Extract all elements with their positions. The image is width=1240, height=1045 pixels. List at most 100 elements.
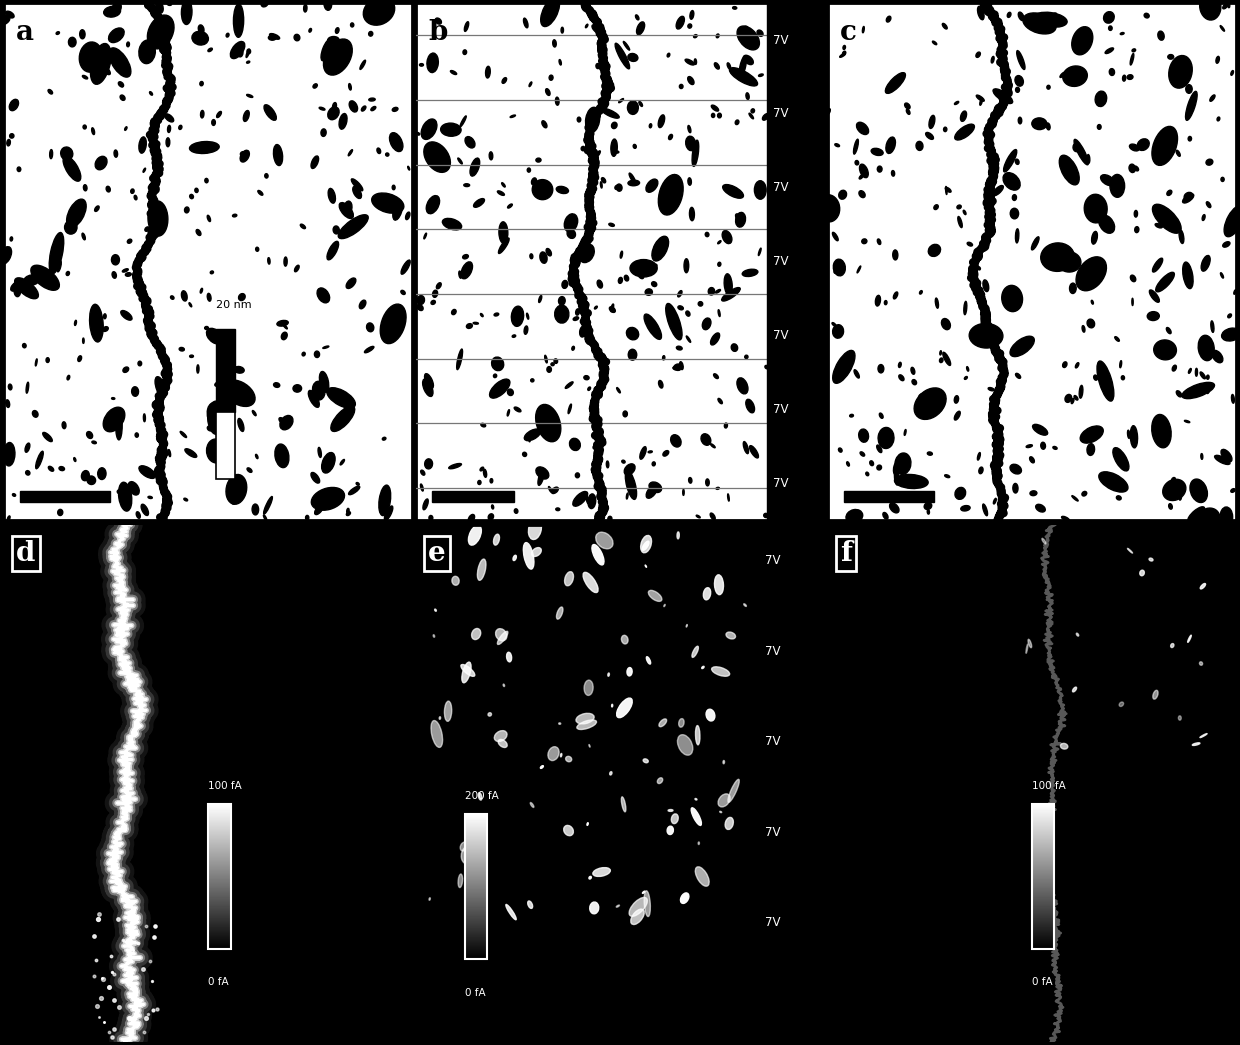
Point	[124, 1016, 144, 1032]
Ellipse shape	[658, 175, 683, 215]
Ellipse shape	[11, 281, 22, 292]
Ellipse shape	[622, 411, 627, 417]
Ellipse shape	[629, 349, 636, 361]
Ellipse shape	[480, 314, 484, 317]
Ellipse shape	[197, 365, 198, 373]
Ellipse shape	[1210, 321, 1214, 332]
Point	[99, 1023, 119, 1040]
Ellipse shape	[1071, 27, 1092, 54]
Ellipse shape	[1234, 289, 1236, 295]
Ellipse shape	[1135, 166, 1138, 171]
Ellipse shape	[588, 387, 590, 391]
Ellipse shape	[1224, 206, 1240, 237]
Ellipse shape	[608, 516, 611, 521]
Ellipse shape	[658, 115, 665, 127]
Point	[145, 929, 165, 946]
Ellipse shape	[258, 190, 263, 195]
Ellipse shape	[615, 150, 619, 154]
Ellipse shape	[957, 205, 961, 209]
Ellipse shape	[546, 249, 552, 256]
Ellipse shape	[1156, 224, 1162, 228]
Ellipse shape	[128, 482, 139, 495]
Ellipse shape	[1202, 214, 1205, 220]
Ellipse shape	[502, 77, 507, 84]
Ellipse shape	[944, 127, 947, 132]
Ellipse shape	[506, 905, 516, 920]
Ellipse shape	[1152, 258, 1163, 272]
Ellipse shape	[1104, 11, 1115, 23]
Ellipse shape	[558, 297, 565, 305]
Ellipse shape	[513, 555, 516, 560]
Ellipse shape	[61, 147, 73, 160]
Ellipse shape	[384, 506, 393, 520]
Ellipse shape	[1087, 444, 1095, 456]
Ellipse shape	[496, 629, 507, 641]
Ellipse shape	[329, 188, 336, 203]
Ellipse shape	[262, 0, 268, 7]
Ellipse shape	[432, 300, 435, 304]
Ellipse shape	[711, 333, 719, 345]
Ellipse shape	[887, 16, 890, 22]
Ellipse shape	[208, 401, 224, 435]
Ellipse shape	[759, 248, 761, 255]
Ellipse shape	[196, 230, 201, 235]
Ellipse shape	[63, 156, 81, 181]
Ellipse shape	[238, 418, 244, 432]
Ellipse shape	[1131, 425, 1137, 448]
Ellipse shape	[627, 101, 639, 114]
Ellipse shape	[477, 481, 481, 485]
Ellipse shape	[993, 498, 996, 504]
Ellipse shape	[839, 53, 844, 57]
Ellipse shape	[234, 44, 243, 56]
Ellipse shape	[1011, 464, 1022, 474]
Point	[146, 1001, 166, 1018]
Ellipse shape	[932, 41, 936, 45]
Text: 100 fA: 100 fA	[208, 781, 242, 791]
Ellipse shape	[970, 323, 1003, 348]
Ellipse shape	[503, 684, 505, 687]
Ellipse shape	[546, 89, 551, 95]
Ellipse shape	[25, 443, 30, 452]
Ellipse shape	[1090, 428, 1092, 434]
Ellipse shape	[564, 572, 573, 586]
Ellipse shape	[120, 84, 123, 87]
Ellipse shape	[1153, 150, 1158, 155]
Ellipse shape	[1084, 194, 1107, 223]
Ellipse shape	[587, 822, 588, 826]
Ellipse shape	[24, 275, 40, 285]
Ellipse shape	[444, 701, 451, 721]
Ellipse shape	[976, 95, 985, 101]
Point	[141, 973, 161, 990]
Ellipse shape	[575, 473, 579, 478]
Ellipse shape	[26, 470, 30, 475]
Point	[87, 998, 107, 1015]
Ellipse shape	[536, 158, 541, 162]
Point	[99, 978, 119, 995]
Bar	[465, 814, 487, 959]
Ellipse shape	[432, 553, 439, 564]
Ellipse shape	[688, 178, 692, 185]
Ellipse shape	[305, 515, 309, 520]
Ellipse shape	[531, 803, 534, 808]
Ellipse shape	[118, 490, 123, 494]
Ellipse shape	[1056, 252, 1081, 272]
Ellipse shape	[565, 757, 572, 762]
Ellipse shape	[461, 262, 472, 279]
Ellipse shape	[155, 376, 166, 398]
Ellipse shape	[125, 126, 126, 131]
Ellipse shape	[1094, 375, 1097, 380]
Ellipse shape	[714, 63, 719, 69]
Ellipse shape	[559, 60, 562, 65]
Ellipse shape	[474, 199, 485, 207]
Ellipse shape	[1149, 558, 1153, 561]
Ellipse shape	[118, 82, 124, 87]
Ellipse shape	[317, 447, 321, 458]
Ellipse shape	[371, 107, 376, 111]
Ellipse shape	[686, 136, 696, 150]
Ellipse shape	[6, 139, 10, 146]
Ellipse shape	[60, 466, 64, 470]
Ellipse shape	[1105, 48, 1114, 53]
Ellipse shape	[1070, 283, 1076, 294]
Ellipse shape	[616, 698, 632, 718]
Ellipse shape	[1220, 26, 1225, 31]
